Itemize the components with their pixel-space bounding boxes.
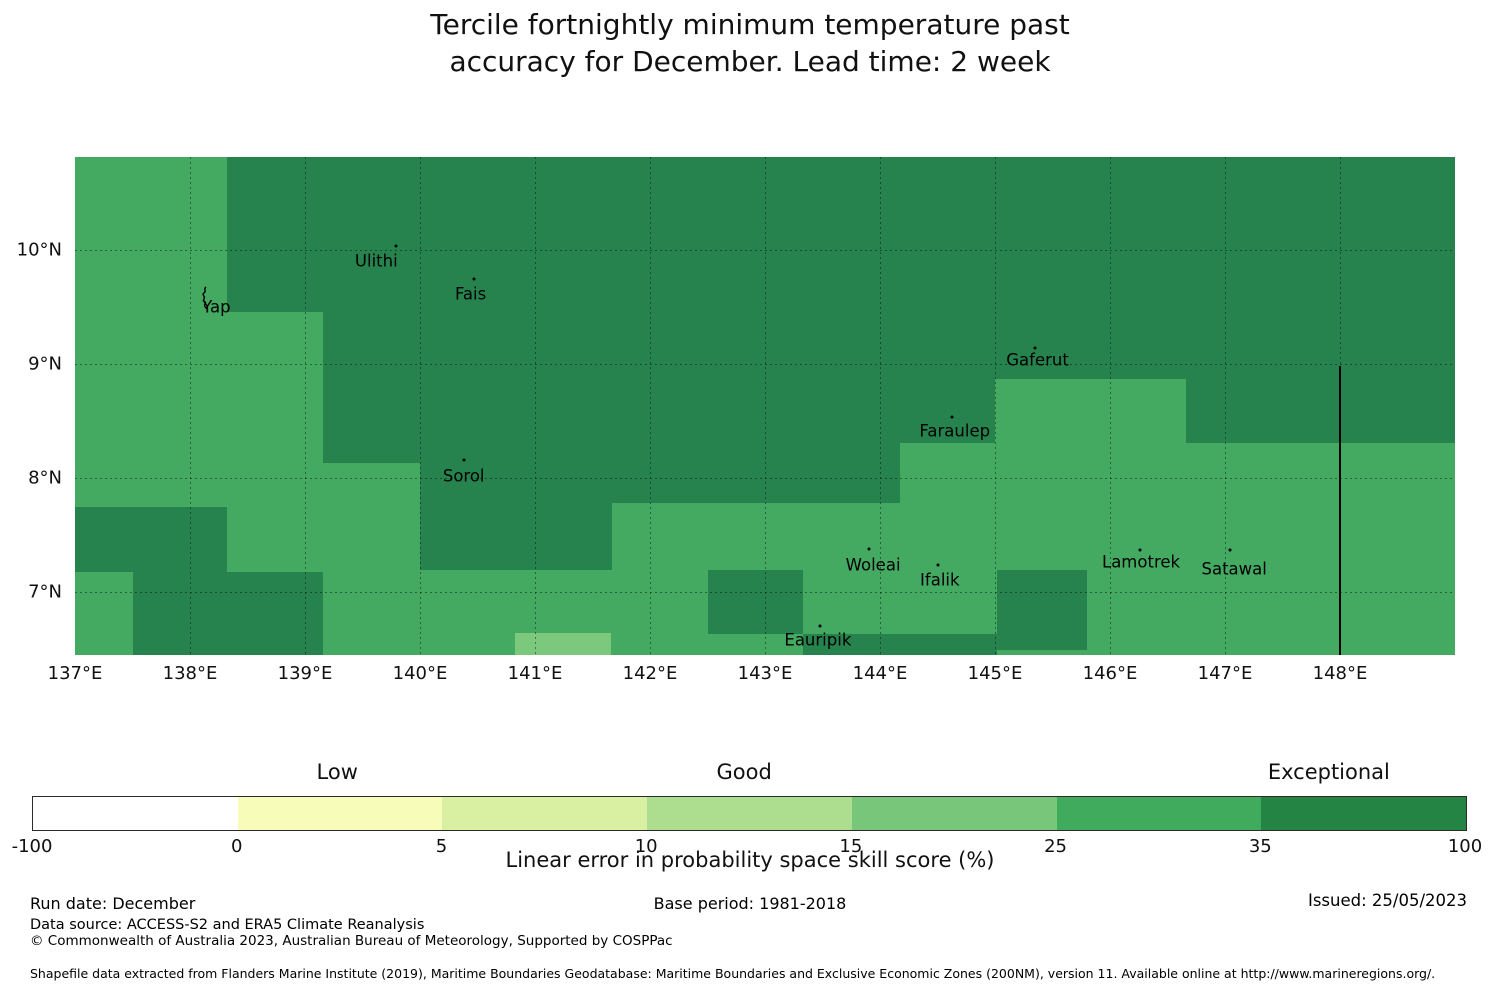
y-axis-tick-label: 9°N: [28, 353, 62, 375]
x-axis-tick-label: 138°E: [162, 663, 218, 684]
grid-line-v: [765, 157, 766, 655]
island-label-ulithi: Ulithi: [354, 251, 398, 271]
grid-line-h: [75, 363, 1455, 365]
island-label-fais: Fais: [454, 284, 487, 304]
island-label-gaferut: Gaferut: [1006, 350, 1069, 370]
island-label-sorol: Sorol: [442, 466, 485, 486]
x-axis-tick-label: 142°E: [622, 663, 678, 684]
colorbar-tick-label: 25: [1044, 836, 1068, 857]
colorbar-tick-label: 10: [634, 836, 658, 857]
data-source-text: Data source: ACCESS-S2 and ERA5 Climate …: [30, 917, 425, 933]
issued-date-text: Issued: 25/05/2023: [1307, 891, 1467, 910]
grid-line-v: [1225, 157, 1226, 655]
island-dot-ulithi: [394, 244, 398, 248]
plot-title-line1: Tercile fortnightly minimum temperature …: [430, 8, 1070, 41]
colorbar-segment-25-35: [1056, 797, 1262, 830]
colorbar-tick-label: 0: [230, 836, 243, 857]
x-axis-tick-label: 139°E: [277, 663, 333, 684]
island-dot-satawal: [1228, 548, 1232, 552]
x-axis-tick-label: 145°E: [967, 663, 1023, 684]
grid-line-v: [190, 157, 191, 655]
island-dot-lamotrek: [1138, 548, 1142, 552]
island-dot-sorol: [462, 458, 466, 462]
colorbar-segment-15-25: [851, 797, 1057, 830]
colorbar-segment-5-10: [442, 797, 648, 830]
colorbar-category-label-good: Good: [716, 760, 772, 784]
island-label-faraulep: Faraulep: [919, 421, 991, 441]
colorbar-segment--100-0: [33, 797, 238, 830]
grid-line-v: [420, 157, 421, 655]
y-axis-tick-label: 10°N: [16, 239, 62, 261]
island-label-ifalik: Ifalik: [920, 570, 960, 590]
island-label-eauripik: Eauripik: [784, 630, 852, 650]
map-region-west-column: [75, 157, 227, 507]
island-dot-ifalik: [936, 563, 939, 567]
x-axis-tick-label: 146°E: [1082, 663, 1138, 684]
plot-title: Tercile fortnightly minimum temperature …: [0, 6, 1500, 80]
colorbar-tick-label: 15: [839, 836, 863, 857]
x-axis-tick-label: 140°E: [392, 663, 448, 684]
x-axis-tick-label: 147°E: [1197, 663, 1253, 684]
colorbar-category-label-exceptional: Exceptional: [1267, 760, 1390, 784]
colorbar-tick-label: 100: [1447, 836, 1483, 857]
eez-boundary-line: [1339, 366, 1341, 655]
grid-line-v: [305, 157, 306, 655]
map-region-eauripik-dark-block: [707, 570, 803, 635]
run-date-text: Run date: December: [30, 894, 196, 913]
grid-line-h: [75, 477, 1455, 479]
grid-line-v: [995, 157, 996, 655]
colorbar-tick-label: 35: [1248, 836, 1272, 857]
colorbar-tick-label: -100: [11, 836, 53, 857]
map-region-sw-column: [323, 463, 420, 655]
grid-line-v: [880, 157, 881, 655]
x-axis-tick-label: 143°E: [737, 663, 793, 684]
x-axis-tick-label: 137°E: [47, 663, 103, 684]
island-label-satawal: Satawal: [1201, 559, 1267, 579]
grid-line-v: [650, 157, 651, 655]
map-region-yap-block: [226, 312, 324, 572]
map-plot: Yap Ulithi Fais Sorol Gaferut Faraulep Woleai I…: [75, 157, 1455, 655]
grid-line-v: [535, 157, 536, 655]
colorbar-category-label-low: Low: [316, 760, 358, 784]
base-period-text: Base period: 1981-2018: [653, 894, 847, 913]
map-region-south-east: [899, 442, 1455, 655]
island-label-woleai: Woleai: [845, 555, 901, 575]
colorbar: [32, 796, 1467, 831]
x-axis-tick-label: 141°E: [507, 663, 563, 684]
shapefile-credit-text: Shapefile data extracted from Flanders M…: [30, 966, 1436, 981]
colorbar-segment-10-15: [647, 797, 852, 830]
island-label-yap: Yap: [202, 297, 231, 317]
colorbar-axis-label: Linear error in probability space skill …: [505, 848, 995, 872]
map-region-se-dark-block: [997, 570, 1087, 651]
island-dot-fais: [472, 277, 476, 281]
copyright-text: © Commonwealth of Australia 2023, Austra…: [30, 933, 673, 949]
y-axis-tick-label: 7°N: [28, 581, 62, 603]
map-region-far-sw-corner: [75, 571, 133, 655]
colorbar-segment-0-5: [237, 797, 443, 830]
y-axis-tick-label: 8°N: [28, 467, 62, 489]
map-region-pale-cell: [515, 633, 611, 655]
island-outline-yap: [198, 286, 214, 314]
grid-line-h: [75, 592, 1455, 594]
colorbar-segment-35-100: [1261, 797, 1466, 830]
colorbar-tick-label: 5: [435, 836, 448, 857]
island-dot-faraulep: [950, 415, 954, 419]
grid-line-h: [75, 249, 1455, 251]
island-dot-gaferut: [1033, 346, 1037, 350]
x-axis-tick-label: 148°E: [1312, 663, 1368, 684]
map-region-south-dark-band: [802, 634, 998, 655]
plot-title-line2: accuracy for December. Lead time: 2 week: [449, 45, 1051, 78]
island-label-lamotrek: Lamotrek: [1102, 552, 1181, 572]
x-axis-tick-label: 144°E: [852, 663, 908, 684]
grid-line-v: [1110, 157, 1111, 655]
island-dot-woleai: [867, 547, 870, 551]
island-dot-eauripik: [818, 624, 822, 628]
map-region-gaferut-block: [995, 378, 1186, 443]
